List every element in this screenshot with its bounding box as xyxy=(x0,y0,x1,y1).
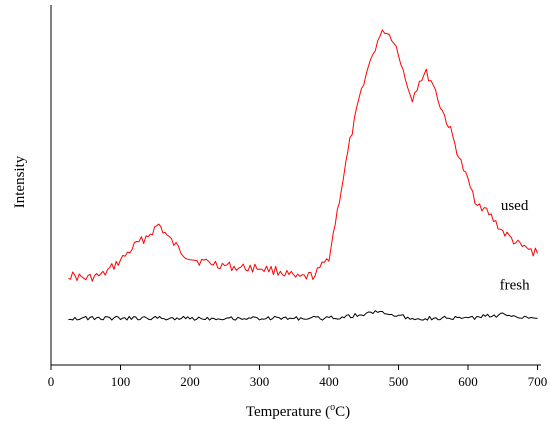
y-axis-title: Intensity xyxy=(12,155,28,208)
x-tick-label: 0 xyxy=(48,374,55,389)
x-tick-label: 200 xyxy=(180,374,200,389)
x-tick-label: 100 xyxy=(111,374,131,389)
plot-frame xyxy=(50,5,541,366)
series-fresh-line xyxy=(68,310,538,321)
series-label-used: used xyxy=(501,198,529,214)
x-axis-title-unit: C) xyxy=(335,404,350,420)
annotation-layer: used fresh xyxy=(500,198,530,293)
series-used-line xyxy=(68,29,538,282)
x-tick-label: 700 xyxy=(528,374,548,389)
x-tick-label: 400 xyxy=(319,374,339,389)
x-axis-title-degree: o xyxy=(330,402,335,413)
x-axis-title: Temperature (oC) xyxy=(246,402,350,420)
series-label-fresh: fresh xyxy=(500,277,530,293)
series-layer xyxy=(68,29,538,321)
x-tick-label: 600 xyxy=(458,374,478,389)
x-axis-ticks: 0 100 200 300 400 500 600 700 xyxy=(48,365,548,389)
x-tick-label: 300 xyxy=(250,374,270,389)
x-axis-title-main: Temperature ( xyxy=(246,404,330,420)
x-tick-label: 500 xyxy=(389,374,409,389)
